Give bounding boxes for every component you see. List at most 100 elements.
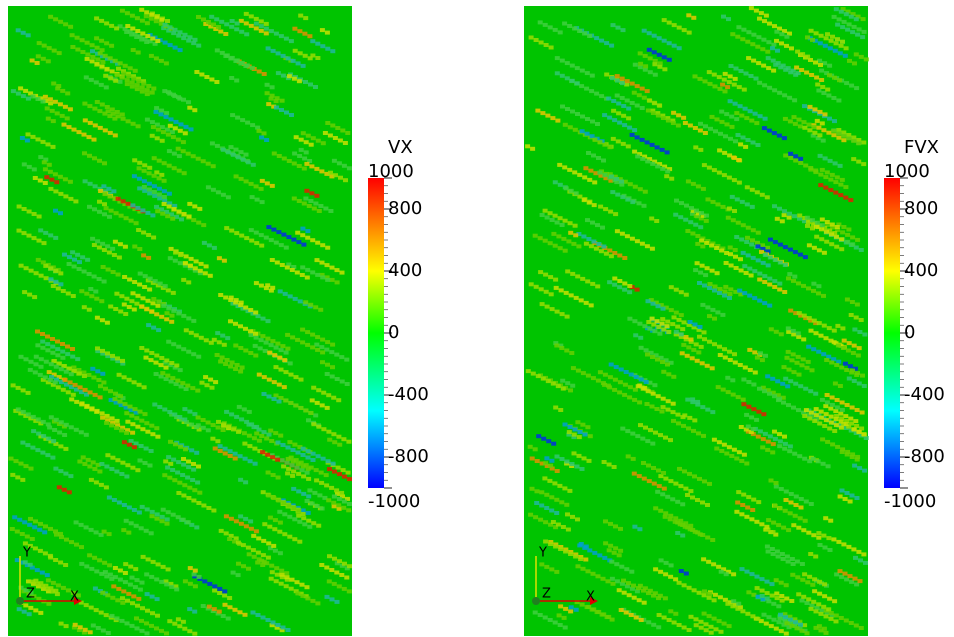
field-cell — [277, 520, 283, 525]
field-cell — [197, 490, 203, 495]
field-cell — [308, 142, 314, 147]
field-cell — [619, 564, 625, 569]
field-cell — [93, 80, 99, 85]
field-cell — [154, 312, 160, 317]
field-cell — [290, 335, 296, 340]
field-cell — [296, 471, 302, 476]
field-cell — [118, 309, 124, 314]
field-cell — [283, 398, 289, 403]
field-cell — [734, 197, 740, 202]
field-cell — [675, 324, 681, 329]
field-cell — [18, 585, 24, 590]
field-cell — [186, 349, 192, 354]
field-cell — [537, 236, 543, 241]
field-cell — [25, 33, 31, 38]
field-cell — [26, 612, 32, 617]
field-cell — [64, 116, 70, 121]
field-cell — [576, 453, 582, 458]
field-cell — [624, 82, 630, 87]
field-cell — [542, 238, 548, 243]
field-cell — [583, 544, 589, 549]
field-cell — [715, 385, 721, 390]
field-cell — [765, 49, 771, 54]
field-cell — [781, 622, 787, 627]
field-cell — [618, 526, 623, 531]
field-cell — [829, 395, 835, 400]
field-cell — [594, 91, 600, 96]
field-cell — [136, 596, 142, 601]
field-cell — [678, 290, 684, 295]
field-cell — [807, 416, 813, 421]
field-cell — [722, 89, 728, 94]
field-cell — [300, 446, 306, 451]
field-cell — [823, 418, 829, 423]
field-cell — [784, 355, 790, 360]
tick-label: -400 — [388, 384, 429, 405]
field-cell — [155, 434, 161, 439]
field-cell — [740, 250, 746, 255]
field-cell — [165, 132, 171, 137]
field-cell — [710, 410, 716, 415]
field-cell — [280, 625, 286, 630]
field-cell — [195, 388, 201, 393]
field-cell — [86, 135, 92, 140]
field-cell — [770, 552, 776, 556]
field-cell — [210, 187, 216, 192]
field-cell — [99, 571, 105, 576]
field-cell — [528, 35, 534, 40]
field-cell — [548, 463, 554, 468]
field-cell — [813, 554, 819, 559]
field-cell — [61, 487, 67, 492]
field-cell — [811, 318, 817, 323]
field-cell — [187, 485, 193, 490]
field-cell — [319, 169, 325, 174]
field-cell — [776, 133, 782, 138]
field-cell — [638, 377, 644, 382]
field-cell — [69, 397, 75, 402]
field-cell — [95, 57, 101, 62]
field-cell — [108, 208, 114, 213]
field-cell — [844, 577, 850, 582]
field-cell — [827, 63, 833, 68]
field-cell — [50, 119, 56, 124]
field-cell — [774, 38, 779, 43]
field-cell — [293, 403, 299, 408]
field-cell — [331, 395, 337, 400]
field-cell — [673, 329, 679, 334]
field-cell — [142, 285, 148, 289]
field-cell — [177, 261, 183, 266]
field-cell — [720, 387, 726, 392]
field-cell — [124, 474, 130, 479]
field-cell — [824, 220, 830, 224]
field-cell — [776, 398, 781, 403]
field-cell — [214, 17, 220, 22]
field-cell — [743, 144, 749, 149]
field-cell — [44, 587, 50, 592]
field-cell — [565, 512, 570, 517]
field-cell — [20, 409, 26, 414]
field-cell — [724, 122, 730, 127]
field-cell — [835, 323, 841, 328]
field-cell — [147, 39, 153, 44]
field-cell — [234, 414, 240, 419]
field-cell — [276, 382, 282, 387]
field-cell — [330, 123, 336, 128]
field-cell — [683, 292, 689, 297]
field-cell — [757, 16, 762, 21]
field-cell — [574, 600, 580, 605]
field-cell — [129, 299, 135, 304]
field-cell — [127, 277, 133, 282]
field-cell — [576, 244, 582, 249]
field-cell — [261, 538, 267, 543]
field-cell — [598, 204, 604, 209]
field-cell — [557, 162, 563, 167]
field-cell — [610, 76, 615, 81]
field-cell — [278, 34, 284, 39]
field-cell — [778, 629, 784, 634]
field-cell — [60, 349, 66, 354]
field-cell — [676, 623, 682, 627]
field-cell — [191, 352, 197, 357]
field-cell — [99, 462, 105, 466]
field-cell — [46, 589, 51, 594]
field-cell — [54, 180, 60, 185]
